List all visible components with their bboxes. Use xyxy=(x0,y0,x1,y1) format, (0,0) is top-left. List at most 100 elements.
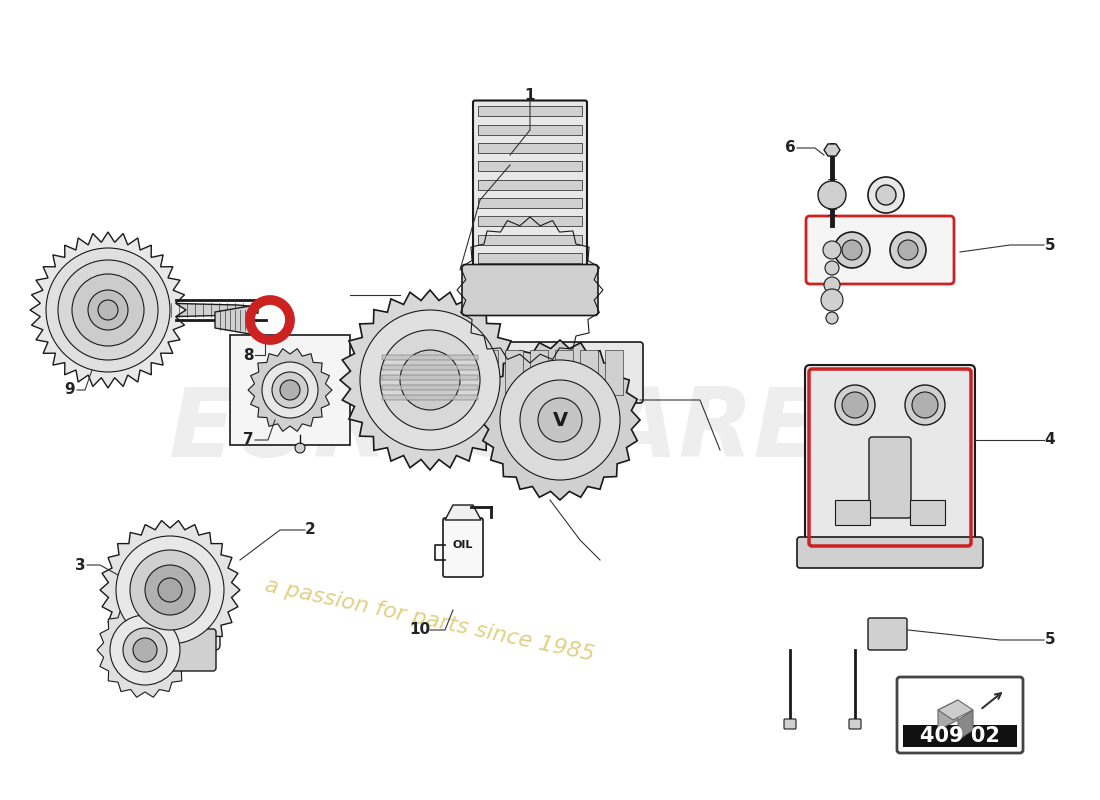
Bar xyxy=(478,179,582,190)
Circle shape xyxy=(400,350,460,410)
Bar xyxy=(478,143,582,153)
Text: 2: 2 xyxy=(305,522,316,538)
Text: 10: 10 xyxy=(409,622,430,638)
Bar xyxy=(480,350,498,395)
Bar xyxy=(478,161,582,171)
Bar xyxy=(505,350,522,395)
Circle shape xyxy=(123,628,167,672)
Circle shape xyxy=(379,330,480,430)
Circle shape xyxy=(825,261,839,275)
FancyBboxPatch shape xyxy=(868,618,908,650)
Bar xyxy=(382,395,478,400)
Circle shape xyxy=(262,362,318,418)
Circle shape xyxy=(98,300,118,320)
Circle shape xyxy=(842,392,868,418)
Circle shape xyxy=(898,240,918,260)
Polygon shape xyxy=(824,144,840,156)
Bar xyxy=(478,106,582,116)
Polygon shape xyxy=(190,630,210,645)
Circle shape xyxy=(158,578,182,602)
FancyBboxPatch shape xyxy=(784,719,796,729)
Circle shape xyxy=(130,550,210,630)
FancyBboxPatch shape xyxy=(120,555,220,650)
Bar xyxy=(478,198,582,208)
Bar xyxy=(478,234,582,245)
Bar xyxy=(530,350,548,395)
Text: 5: 5 xyxy=(1045,238,1055,253)
Circle shape xyxy=(360,310,500,450)
Circle shape xyxy=(835,385,874,425)
Circle shape xyxy=(834,232,870,268)
Text: a passion for parts since 1985: a passion for parts since 1985 xyxy=(263,575,596,665)
FancyBboxPatch shape xyxy=(805,365,975,550)
Bar xyxy=(382,385,478,390)
Polygon shape xyxy=(100,521,240,659)
Polygon shape xyxy=(118,302,258,318)
Bar xyxy=(605,350,623,395)
Polygon shape xyxy=(480,340,640,500)
Text: V: V xyxy=(552,410,568,430)
Circle shape xyxy=(538,398,582,442)
Circle shape xyxy=(272,372,308,408)
Circle shape xyxy=(890,232,926,268)
Polygon shape xyxy=(30,232,186,388)
Circle shape xyxy=(823,241,842,259)
Bar xyxy=(556,350,573,395)
Circle shape xyxy=(88,290,128,330)
Text: 8: 8 xyxy=(243,347,253,362)
FancyBboxPatch shape xyxy=(798,537,983,568)
Circle shape xyxy=(876,185,896,205)
FancyBboxPatch shape xyxy=(896,677,1023,753)
FancyBboxPatch shape xyxy=(468,342,644,403)
Text: 5: 5 xyxy=(1045,633,1055,647)
Bar xyxy=(478,125,582,134)
Bar xyxy=(835,500,870,525)
Polygon shape xyxy=(938,700,974,720)
FancyBboxPatch shape xyxy=(806,216,954,284)
Polygon shape xyxy=(340,290,520,470)
Circle shape xyxy=(72,274,144,346)
Circle shape xyxy=(842,240,862,260)
Bar xyxy=(382,375,478,380)
Circle shape xyxy=(912,392,938,418)
Polygon shape xyxy=(958,710,974,740)
Circle shape xyxy=(520,380,600,460)
Circle shape xyxy=(826,312,838,324)
Circle shape xyxy=(280,380,300,400)
Polygon shape xyxy=(248,349,332,431)
FancyBboxPatch shape xyxy=(462,265,598,315)
Circle shape xyxy=(133,638,157,662)
FancyBboxPatch shape xyxy=(170,629,216,671)
Text: EUROSPARES: EUROSPARES xyxy=(169,383,891,477)
Circle shape xyxy=(58,260,158,360)
FancyBboxPatch shape xyxy=(230,335,350,445)
Circle shape xyxy=(824,277,840,293)
FancyBboxPatch shape xyxy=(849,719,861,729)
Bar xyxy=(478,216,582,226)
Polygon shape xyxy=(446,505,481,520)
Circle shape xyxy=(295,443,305,453)
Circle shape xyxy=(821,289,843,311)
Text: OIL: OIL xyxy=(453,540,473,550)
FancyBboxPatch shape xyxy=(443,518,483,577)
Text: 7: 7 xyxy=(243,433,253,447)
Circle shape xyxy=(46,248,170,372)
Circle shape xyxy=(110,615,180,685)
Bar xyxy=(382,355,478,360)
Circle shape xyxy=(905,385,945,425)
Text: 6: 6 xyxy=(784,141,795,155)
Polygon shape xyxy=(938,700,958,730)
Polygon shape xyxy=(214,306,250,334)
Circle shape xyxy=(116,536,224,644)
Circle shape xyxy=(500,360,620,480)
Circle shape xyxy=(818,181,846,209)
Bar xyxy=(478,253,582,263)
Text: 3: 3 xyxy=(75,558,86,573)
Bar xyxy=(910,500,945,525)
FancyBboxPatch shape xyxy=(473,101,587,270)
Text: 4: 4 xyxy=(1045,433,1055,447)
Text: 9: 9 xyxy=(65,382,75,398)
Bar xyxy=(580,350,598,395)
Bar xyxy=(903,725,1018,747)
Text: 1: 1 xyxy=(525,87,536,102)
